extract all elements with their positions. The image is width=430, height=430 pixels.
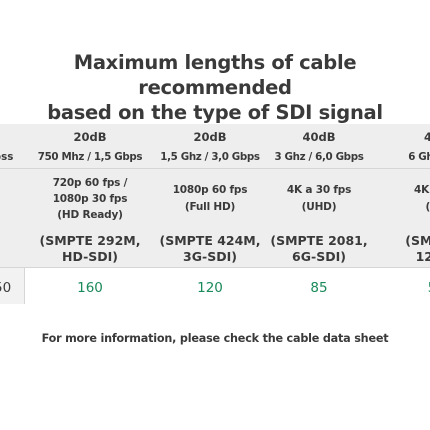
- loss-cell: 20dB: [73, 130, 107, 144]
- format-line: 4K a 30 fps: [286, 184, 352, 196]
- standard-line: (SMPTE 424M,: [159, 233, 261, 248]
- format-line: (HD Ready): [57, 209, 123, 221]
- frequency-cell: 3 Ghz / 6,0 Gbps: [274, 151, 364, 163]
- format-line: 1080p 30 fps: [52, 193, 128, 205]
- standard-line: (SMPTE 292M,: [39, 233, 141, 248]
- sdi-cable-table: oss 50 20dB 750 Mhz / 1,5 Gbps 720p 60 f…: [0, 124, 430, 304]
- loss-cell: 20dB: [193, 130, 227, 144]
- row-label-loss: oss: [0, 151, 14, 163]
- format-line: (U: [425, 201, 430, 213]
- title-line-2: based on the type of SDI signal: [47, 101, 383, 124]
- title-line-1: Maximum lengths of cable recommended: [73, 51, 357, 99]
- format-line: 4K a 6: [414, 184, 430, 196]
- length-value: 160: [77, 280, 103, 296]
- page-title: Maximum lengths of cable recommended bas…: [0, 50, 430, 125]
- format-line: 1080p 60 fps: [172, 184, 248, 196]
- length-value: 120: [197, 280, 223, 296]
- standard-line: HD-SDI): [62, 249, 118, 264]
- table-divider: [0, 267, 430, 268]
- table-divider: [0, 168, 430, 169]
- format-line: (UHD): [301, 201, 337, 213]
- length-value: 85: [310, 280, 328, 296]
- footer-note: For more information, please check the c…: [41, 332, 389, 345]
- standard-line: 12G-: [415, 249, 430, 264]
- row-label-cell: [0, 268, 25, 304]
- standard-line: 3G-SDI): [183, 249, 237, 264]
- format-line: (Full HD): [184, 201, 236, 213]
- frequency-cell: 6 Ghz / 1: [408, 151, 430, 163]
- loss-cell: 40dB: [302, 130, 336, 144]
- format-line: 720p 60 fps /: [52, 177, 128, 189]
- standard-line: (SMPTE 2081,: [270, 233, 368, 248]
- length-value: 5: [373, 279, 430, 297]
- frequency-cell: 1,5 Ghz / 3,0 Gbps: [160, 151, 260, 163]
- standard-line: (SMPTE: [405, 233, 430, 248]
- loss-cell: 40: [423, 130, 430, 144]
- frequency-cell: 750 Mhz / 1,5 Gbps: [37, 151, 143, 163]
- standard-line: 6G-SDI): [292, 249, 346, 264]
- row-label-length: 50: [0, 280, 12, 296]
- table-header-band: [0, 124, 430, 267]
